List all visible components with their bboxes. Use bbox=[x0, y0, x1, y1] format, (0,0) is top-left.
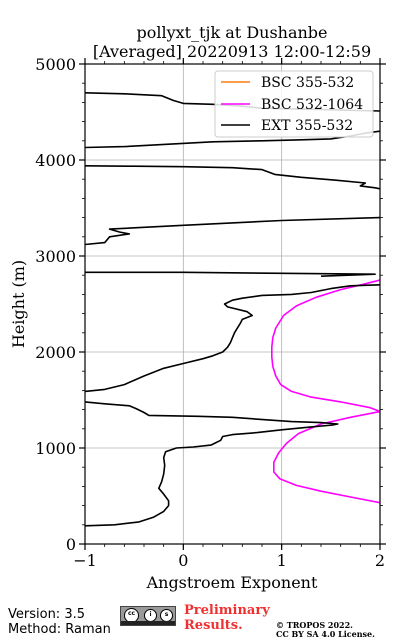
copyright-line-1: © TROPOS 2022. bbox=[276, 620, 353, 630]
y-axis-label: Height (m) bbox=[9, 260, 28, 348]
y-tick-labels: 0 1000 2000 3000 4000 5000 bbox=[35, 55, 76, 554]
plot-area bbox=[85, 92, 380, 527]
chart-title-line-2: [Averaged] 20220913 12:00-12:59 bbox=[93, 42, 371, 61]
preliminary-line-2: Results. bbox=[184, 618, 243, 633]
legend-label-ext-355-532: EXT 355-532 bbox=[261, 118, 353, 134]
legend-label-bsc-532-1064: BSC 532-1064 bbox=[261, 97, 363, 113]
y-tick-label: 4000 bbox=[35, 151, 76, 170]
legend: BSC 355-532 BSC 532-1064 EXT 355-532 bbox=[214, 70, 374, 138]
x-tick-label: 0 bbox=[178, 551, 188, 570]
copyright-line-2: CC BY SA 4.0 License. bbox=[276, 629, 375, 639]
legend-box bbox=[214, 70, 374, 138]
x-tick-label: 1 bbox=[277, 551, 287, 570]
series-line-ext-355-532 bbox=[85, 284, 380, 393]
series-line-ext-355-532 bbox=[85, 165, 380, 190]
plot-frame bbox=[84, 63, 381, 545]
y-tick-label: 1000 bbox=[35, 439, 76, 458]
cc-license-icon: cc i s bbox=[120, 606, 176, 626]
preliminary-line-1: Preliminary bbox=[184, 603, 270, 618]
x-tick-label: −1 bbox=[73, 551, 97, 570]
x-tick-label: 2 bbox=[375, 551, 385, 570]
y-tick-label: 2000 bbox=[35, 343, 76, 362]
series-line-ext-355-532 bbox=[85, 271, 376, 277]
chart-title-line-1: pollyxt_tjk at Dushanbe bbox=[136, 23, 327, 42]
x-axis-label: Angstroem Exponent bbox=[146, 573, 318, 592]
version-text: Version: 3.5 bbox=[8, 607, 85, 622]
series-line-bsc-532-1064 bbox=[270, 279, 380, 504]
legend-label-bsc-355-532: BSC 355-532 bbox=[261, 75, 354, 91]
series-line-ext-355-532 bbox=[85, 401, 339, 527]
series-line-ext-355-532 bbox=[85, 216, 380, 246]
y-tick-label: 3000 bbox=[35, 247, 76, 266]
x-tick-labels: −1 0 1 2 bbox=[73, 551, 385, 570]
method-text: Method: Raman bbox=[8, 622, 111, 637]
y-tick-label: 5000 bbox=[35, 55, 76, 74]
y-tick-label: 0 bbox=[66, 535, 76, 554]
